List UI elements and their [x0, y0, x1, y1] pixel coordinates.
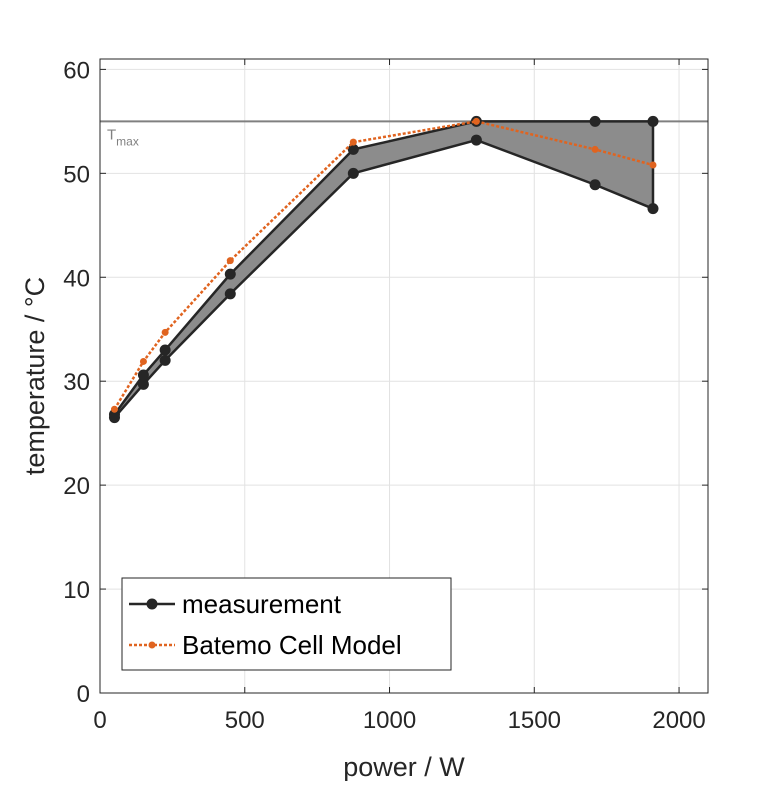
x-axis-label: power / W	[343, 752, 465, 781]
batemo-model-point	[226, 257, 234, 265]
x-tick-label: 2000	[652, 707, 705, 734]
batemo-model-point	[110, 405, 118, 413]
tmax-label-main: T	[107, 126, 116, 143]
legend-label-batemo-cell-model: Batemo Cell Model	[182, 630, 402, 660]
y-tick-label: 0	[77, 681, 90, 708]
batemo-model-point	[591, 145, 599, 153]
y-tick-label: 60	[63, 57, 90, 84]
x-tick-label: 0	[93, 707, 106, 734]
measurement-upper-point	[347, 143, 359, 155]
measurement-lower-point	[137, 378, 149, 390]
batemo-model-line	[113, 120, 654, 410]
measurement-lower-point	[589, 179, 601, 191]
legend-label-measurement: measurement	[182, 589, 342, 619]
batemo-model-point	[139, 357, 147, 365]
legend-marker-measurement	[146, 598, 158, 610]
measurement-upper-point	[224, 268, 236, 280]
y-tick-label: 40	[63, 265, 90, 292]
measurement-lower-line	[113, 138, 654, 419]
measurement-lower-point	[647, 203, 659, 215]
measurement-lower-point	[108, 412, 120, 424]
y-tick-label: 10	[63, 577, 90, 604]
series-group	[108, 115, 659, 424]
measurement-lower-point	[347, 167, 359, 179]
batemo-model-point	[161, 328, 169, 336]
measurement-upper-line	[113, 120, 653, 416]
plot-frame	[99, 58, 709, 694]
y-tick-label: 20	[63, 473, 90, 500]
x-tick-label: 1000	[363, 707, 416, 734]
y-axis-label: temperature / °C	[20, 277, 50, 475]
y-axis-ticks: 0 10 20 30 40 50 60	[63, 57, 708, 708]
measurement-upper-point	[137, 369, 149, 381]
tmax-label-sub: max	[116, 134, 139, 148]
y-tick-label: 50	[63, 161, 90, 188]
batemo-model-point	[472, 117, 480, 125]
y-tick-label: 30	[63, 369, 90, 396]
x-tick-label: 500	[225, 707, 265, 734]
legend-marker-batemo-cell-model	[148, 641, 156, 649]
x-tick-label: 1500	[508, 707, 561, 734]
measurement-lower-point	[470, 134, 482, 146]
legend: measurement Batemo Cell Model	[121, 577, 452, 671]
measurement-upper-point	[159, 344, 171, 356]
measurement-lower-point	[159, 354, 171, 366]
legend-entry-batemo-cell-model: Batemo Cell Model	[129, 630, 402, 660]
batemo-model-point	[349, 138, 357, 146]
measurement-upper-point	[647, 115, 659, 127]
batemo-model-point	[649, 161, 657, 169]
legend-entry-measurement: measurement	[129, 589, 342, 619]
tmax-label: Tmax	[107, 126, 139, 148]
measurement-upper-point	[589, 115, 601, 127]
legend-box	[121, 577, 452, 671]
x-axis-ticks: 0 500 1000 1500 2000	[93, 59, 706, 734]
measurement-lower-point	[224, 288, 236, 300]
